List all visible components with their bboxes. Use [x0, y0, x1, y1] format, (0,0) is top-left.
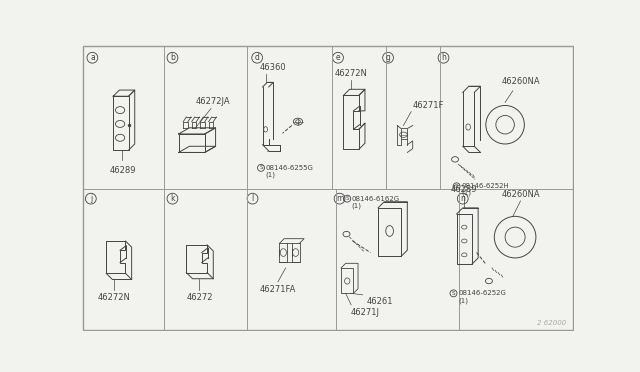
Text: 46272N: 46272N [97, 294, 131, 302]
Text: 46272: 46272 [186, 293, 212, 302]
Text: j: j [90, 194, 92, 203]
Text: 08146-6162G: 08146-6162G [352, 196, 400, 202]
Text: n: n [460, 194, 465, 203]
Text: 46271J: 46271J [351, 308, 380, 317]
Text: (1): (1) [352, 202, 362, 209]
Text: h: h [441, 53, 446, 62]
Text: a: a [90, 53, 95, 62]
Text: S: S [259, 165, 263, 170]
Text: 46260NA: 46260NA [501, 190, 540, 199]
Text: k: k [170, 194, 175, 203]
Text: 46260NA: 46260NA [501, 77, 540, 86]
Text: 08146-6255G: 08146-6255G [266, 165, 314, 171]
Text: S: S [346, 196, 349, 201]
Text: S: S [452, 291, 455, 296]
Text: (1): (1) [461, 190, 471, 196]
Text: (1): (1) [458, 297, 468, 304]
Text: e: e [336, 53, 340, 62]
Text: d: d [255, 53, 260, 62]
Text: b: b [170, 53, 175, 62]
Text: 2 62000: 2 62000 [538, 320, 566, 326]
Text: 08146-6252G: 08146-6252G [458, 291, 506, 296]
Text: 46271F: 46271F [413, 101, 444, 110]
Text: 46289: 46289 [109, 166, 136, 174]
Text: m: m [336, 194, 343, 203]
Text: l: l [252, 194, 253, 203]
Text: 46271FA: 46271FA [260, 285, 296, 294]
Text: 46272JA: 46272JA [195, 97, 230, 106]
Text: (1): (1) [266, 171, 276, 178]
Text: 46360: 46360 [259, 62, 286, 71]
Text: 46261: 46261 [367, 297, 393, 306]
Text: g: g [386, 53, 390, 62]
Text: 46272N: 46272N [335, 69, 367, 78]
Text: 46289: 46289 [451, 185, 477, 194]
Text: 08146-6252H: 08146-6252H [461, 183, 509, 189]
Text: S: S [455, 184, 458, 189]
